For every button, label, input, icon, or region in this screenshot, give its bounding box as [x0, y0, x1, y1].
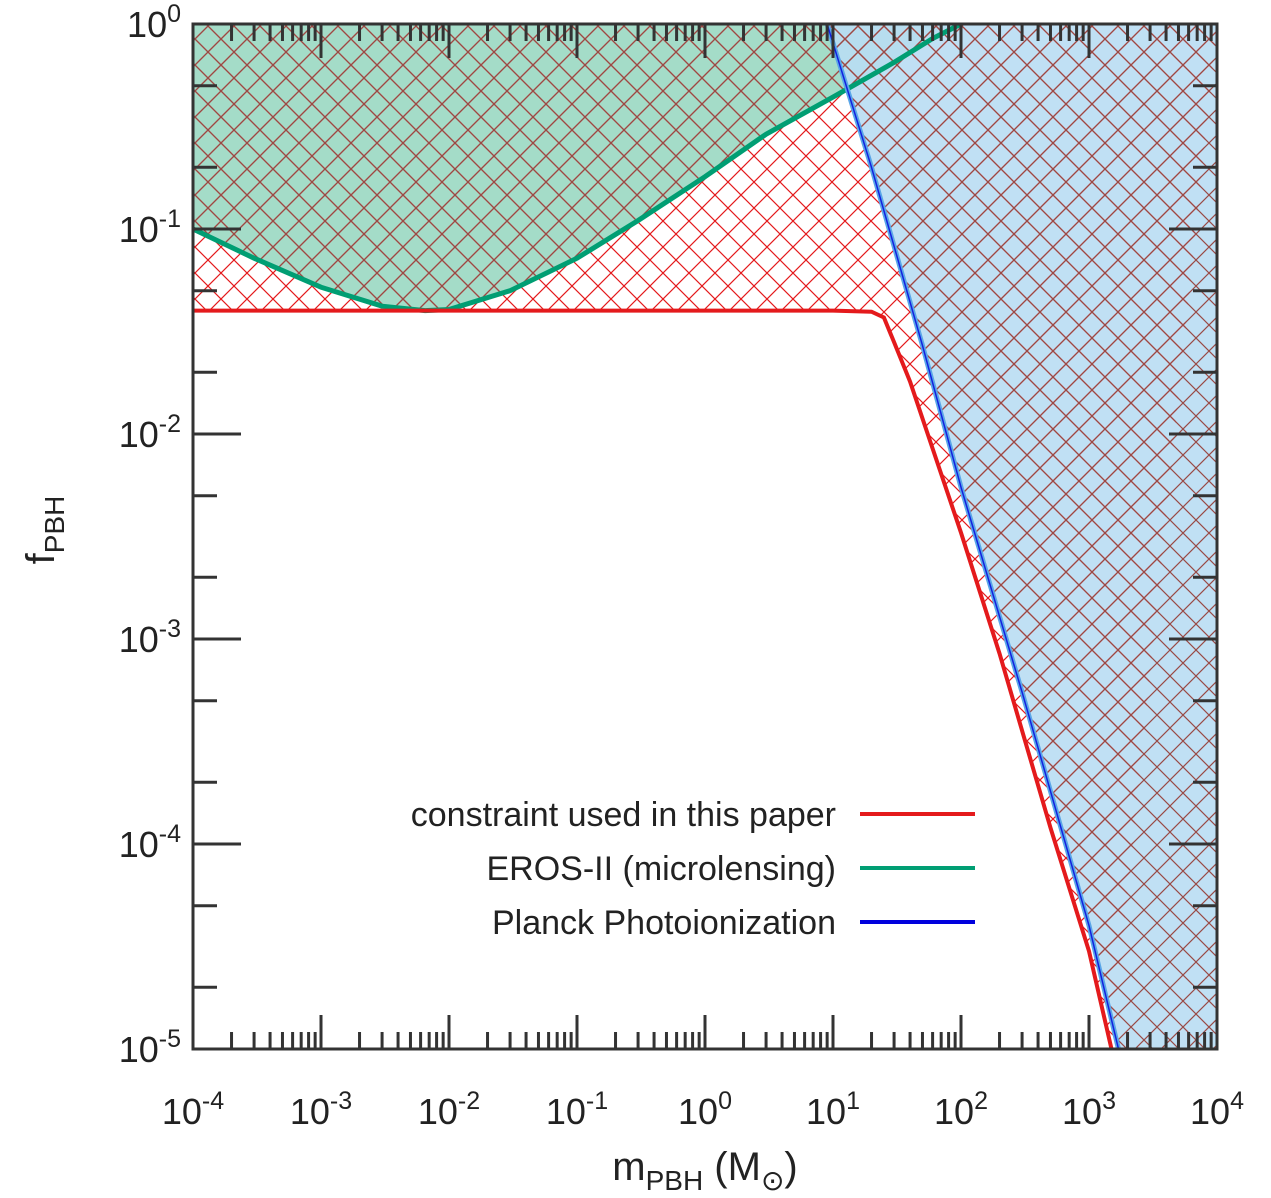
x-tick-label: 102 — [934, 1087, 988, 1132]
x-tick-label: 101 — [806, 1087, 860, 1132]
constraint-hatch-planck — [827, 24, 1217, 1049]
x-tick-label: 104 — [1190, 1087, 1244, 1132]
x-tick-label: 100 — [678, 1087, 732, 1132]
constraint-hatch-group — [193, 24, 1217, 1049]
constraint-hatch-eros — [193, 24, 1217, 311]
constraint-curve — [193, 308, 1114, 1049]
legend-label: constraint used in this paper — [411, 796, 836, 834]
legend-label: EROS-II (microlensing) — [486, 850, 836, 888]
x-axis-title: mPBH (M⊙) — [612, 1145, 797, 1193]
eros-curve — [193, 24, 963, 314]
y-tick-label: 100 — [127, 0, 181, 45]
plot-frame — [191, 22, 1219, 1051]
legend: constraint used in this paper EROS-II (mi… — [411, 796, 975, 942]
x-tick-label: 10-1 — [546, 1087, 608, 1132]
x-tick-label: 10-3 — [290, 1087, 352, 1132]
x-tick-label: 10-2 — [418, 1087, 480, 1132]
legend-label: Planck Photoionization — [492, 904, 836, 942]
x-tick-label: 10-4 — [162, 1087, 224, 1132]
y-axis-title: fPBH — [19, 496, 70, 565]
y-tick-label: 10-5 — [119, 1025, 181, 1070]
planck-curve — [826, 24, 1120, 1049]
x-tick-label: 103 — [1062, 1087, 1116, 1132]
y-tick-label: 10-3 — [119, 615, 181, 660]
y-tick-label: 10-4 — [119, 820, 181, 865]
y-tick-label: 10-2 — [119, 410, 181, 455]
y-tick-label: 10-1 — [119, 205, 181, 250]
